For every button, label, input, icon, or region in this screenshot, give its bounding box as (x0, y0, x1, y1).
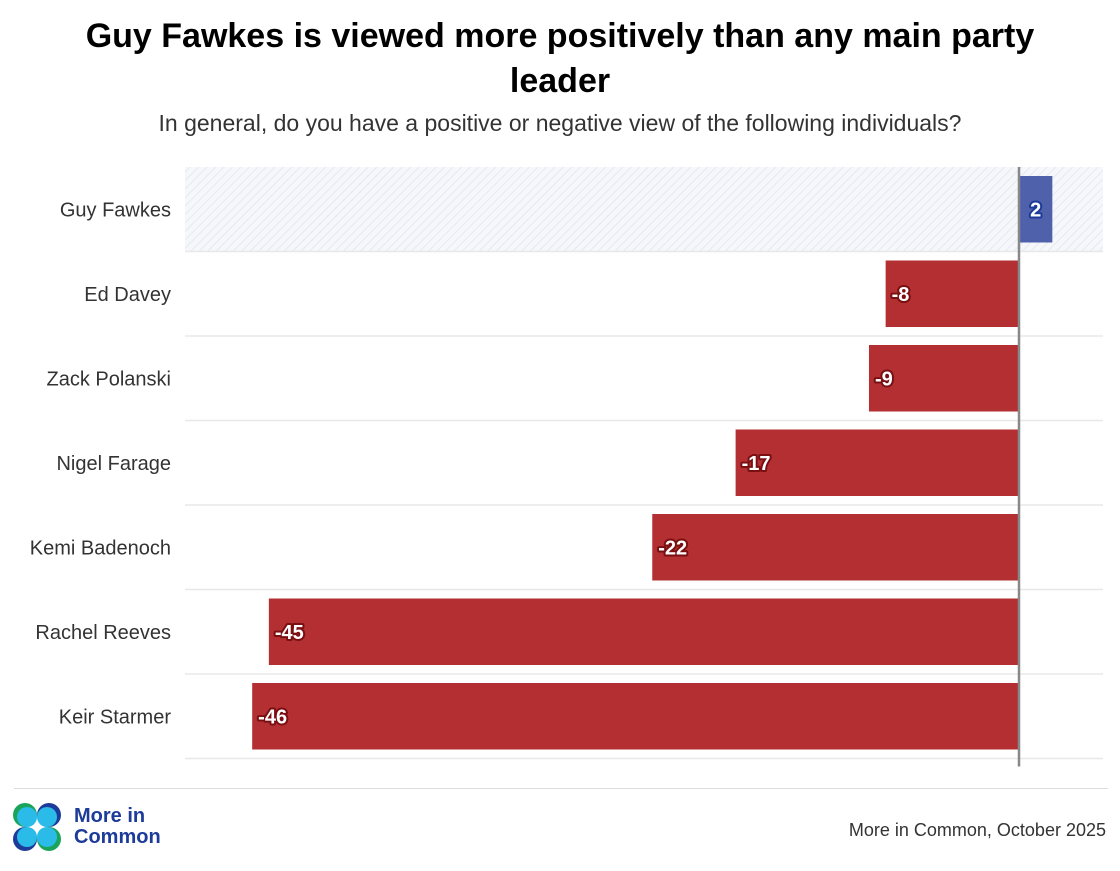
category-label: Keir Starmer (59, 706, 172, 728)
data-label: -46 (258, 706, 287, 728)
category-label: Guy Fawkes (60, 199, 171, 221)
bar (735, 429, 1019, 496)
logo-icon (13, 803, 61, 851)
bar (1019, 176, 1053, 243)
bar-chart: Guy Fawkes 2 Ed Davey -8 Zack Polanski -9 Nige… (30, 167, 1103, 767)
data-label: -22 (658, 537, 687, 559)
logo-text-line1: More in (74, 805, 146, 827)
chart-subtitle: In general, do you have a positive or ne… (158, 110, 962, 136)
category-label: Zack Polanski (47, 368, 172, 390)
bar (652, 514, 1019, 581)
category-label: Nigel Farage (56, 453, 171, 475)
bar (252, 683, 1019, 750)
data-label: -8 (892, 284, 910, 306)
category-label: Ed Davey (84, 284, 171, 306)
chart-title: Guy Fawkes is viewed more positively tha… (85, 17, 1035, 100)
category-label: Rachel Reeves (35, 622, 171, 644)
data-label: 2 (1030, 199, 1041, 221)
more-in-common-logo: More in Common (12, 802, 161, 852)
data-label: -9 (875, 368, 893, 390)
category-label: Kemi Badenoch (30, 537, 171, 559)
footer-divider (14, 788, 1108, 789)
data-label: -17 (742, 453, 771, 475)
source-note: More in Common, October 2025 (848, 820, 1106, 840)
highlight-band (185, 167, 1103, 252)
bar (868, 345, 1019, 412)
bar (885, 260, 1019, 327)
data-label: -45 (275, 622, 304, 644)
logo-text-line2: Common (74, 826, 161, 848)
bar (268, 598, 1020, 665)
